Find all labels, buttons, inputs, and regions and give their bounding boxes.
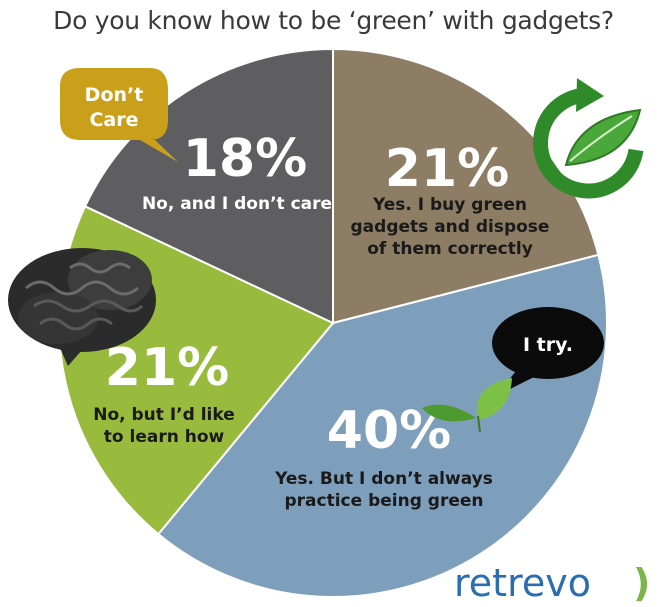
slice-yes-buy-green	[332, 47, 600, 325]
dont-care-bubble: Don’t Care	[60, 68, 178, 162]
recycle-leaf-icon	[533, 78, 644, 199]
chart-title: Do you know how to be ‘green’ with gadge…	[53, 6, 614, 35]
brain-icon	[8, 248, 156, 366]
leaves-icon	[422, 378, 512, 433]
slice-no-like-to-learn-percent: 21%	[105, 338, 229, 398]
dont-care-line-2: Care	[89, 109, 138, 131]
brand-name: retrevo	[454, 561, 591, 605]
slice-no-dont-care-percent: 18%	[183, 129, 307, 189]
slice-no-like-to-learn-label-line-1: No, but I’d like	[93, 405, 235, 425]
slice-no-dont-care-label-line-1: No, and I don’t care	[142, 194, 332, 214]
slice-yes-buy-green-percent: 21%	[385, 139, 509, 199]
slice-no-like-to-learn-label-line-2: to learn how	[104, 427, 225, 447]
slice-yes-dont-always-label-line-2: practice being green	[284, 491, 483, 511]
slice-yes-buy-green-label-line-1: Yes. I buy green	[372, 195, 527, 215]
slice-yes-buy-green-label-line-3: of them correctly	[367, 239, 533, 259]
brand-mark: )	[633, 561, 650, 605]
i-try-bubble-shape	[492, 307, 604, 379]
i-try-text: I try.	[523, 334, 573, 356]
slice-yes-buy-green-label-line-2: gadgets and dispose	[351, 217, 550, 237]
slice-yes-dont-always-label-line-1: Yes. But I don’t always	[274, 469, 493, 489]
dont-care-line-1: Don’t	[85, 84, 144, 106]
dont-care-bubble-shape	[60, 68, 178, 162]
slice-no-dont-care	[83, 47, 334, 325]
